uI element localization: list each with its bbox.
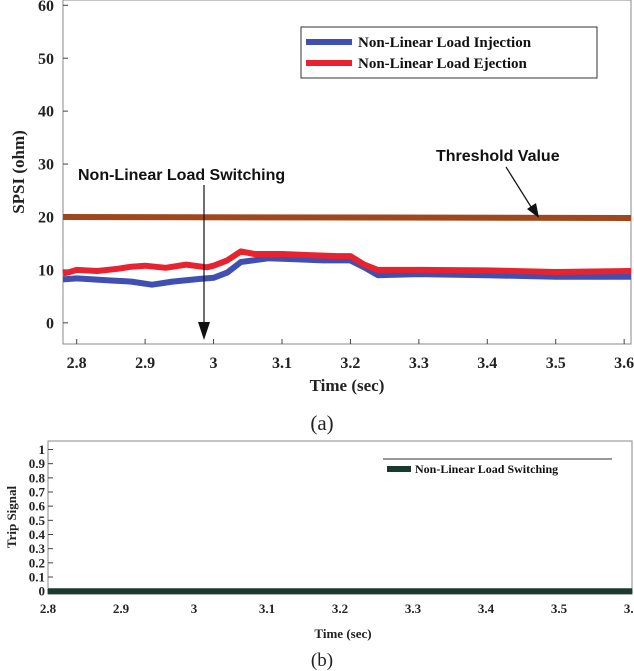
chart-b-xtick-label: 3 (191, 601, 198, 616)
annotation-threshold-arrow (505, 166, 534, 211)
chart-b: 00.10.20.30.40.50.60.70.80.91 2.8 2.9 3 3.1… (4, 440, 634, 671)
chart-a-ytick-label: 60 (38, 0, 54, 15)
annotation-threshold-arrowhead (527, 203, 539, 218)
annotation-switching: Non-Linear Load Switching (78, 167, 285, 184)
chart-a-caption: (a) (310, 411, 333, 435)
chart-b-xtick-label: 3.3 (405, 601, 422, 616)
chart-a-ytick-label: 50 (38, 51, 54, 68)
annotation-threshold: Threshold Value (436, 148, 560, 165)
chart-a-xlabel: Time (sec) (310, 376, 385, 395)
chart-b-ytick-label: 0.9 (29, 456, 46, 471)
chart-b-xtick-label: 3.1 (259, 601, 275, 616)
chart-b-ytick-label: 0.2 (29, 555, 45, 570)
chart-a-series-non-linear-load-ejection (62, 248, 632, 277)
chart-a-ylabel: SPSI (ohm) (9, 130, 28, 214)
chart-a-legend: Non-Linear Load Injection Non-Linear Loa… (300, 26, 598, 79)
chart-a-xtick-label: 3.6 (614, 355, 634, 372)
chart-b-xtick-label: 2.8 (40, 601, 57, 616)
chart-a-ytick-label: 40 (38, 104, 54, 121)
chart-a-ytick-label: 10 (38, 263, 54, 280)
chart-a-ytick-label: 0 (46, 315, 54, 332)
chart-a-ytick-label: 30 (38, 157, 54, 174)
chart-b-xtick-label: 3.4 (478, 601, 495, 616)
chart-a-legend-box (300, 26, 598, 79)
chart-a-series-non-linear-load-injection (62, 255, 631, 288)
chart-b-legend: Non-Linear Load Switching (383, 458, 612, 476)
chart-b-ytick-label: 0.7 (29, 485, 46, 500)
chart-a-series-threshold-value (62, 214, 632, 221)
chart-a-xtick-label: 3.1 (272, 355, 292, 372)
chart-b-x-ticks: 2.8 2.9 3 3.1 3.2 3.3 3.4 3.5 3.6 (40, 589, 634, 616)
chart-a-xtick-label: 3.5 (546, 355, 566, 372)
annotation-switching-arrowhead (198, 322, 210, 340)
legend-label-injection: Non-Linear Load Injection (358, 35, 532, 51)
chart-b-ytick-label: 0.3 (29, 541, 46, 556)
chart-a-xtick-label: 3.2 (340, 355, 360, 372)
chart-a-series (62, 214, 632, 288)
chart-b-ytick-label: 0.1 (29, 570, 45, 585)
chart-a-y-ticks: 0 10 20 30 40 50 60 (38, 0, 68, 332)
chart-a-xtick-label: 2.8 (67, 355, 87, 372)
legend-label-switching: Non-Linear Load Switching (415, 462, 558, 476)
chart-a-x-ticks: 2.8 2.9 3 3.1 3.2 3.3 3.4 3.5 3.6 (67, 339, 634, 372)
chart-a-ytick-label: 20 (38, 210, 54, 227)
chart-b-y-ticks: 00.10.20.30.40.50.60.70.80.91 (29, 442, 53, 599)
chart-b-ytick-label: 0.8 (29, 470, 46, 485)
legend-label-ejection: Non-Linear Load Ejection (358, 56, 528, 72)
chart-b-xtick-label: 3.6 (624, 601, 634, 616)
chart-b-ytick-label: 1 (39, 442, 46, 457)
chart-b-ytick-label: 0 (39, 584, 46, 599)
chart-b-xtick-label: 3.5 (551, 601, 568, 616)
chart-b-xlabel: Time (sec) (314, 626, 371, 641)
chart-a-xtick-label: 3.3 (409, 355, 429, 372)
chart-b-xtick-label: 2.9 (113, 601, 130, 616)
chart-a-xtick-label: 3.4 (477, 355, 497, 372)
chart-b-plot-area (47, 440, 633, 595)
chart-b-xtick-label: 3.2 (332, 601, 348, 616)
chart-b-ytick-label: 0.5 (29, 513, 46, 528)
chart-a-xtick-label: 2.9 (135, 355, 155, 372)
chart-b-ylabel: Trip Signal (4, 485, 19, 548)
chart-a-xtick-label: 3 (210, 355, 218, 372)
chart-b-ytick-label: 0.4 (29, 527, 46, 542)
chart-b-caption: (b) (311, 650, 333, 671)
chart-b-ytick-label: 0.6 (29, 499, 46, 514)
